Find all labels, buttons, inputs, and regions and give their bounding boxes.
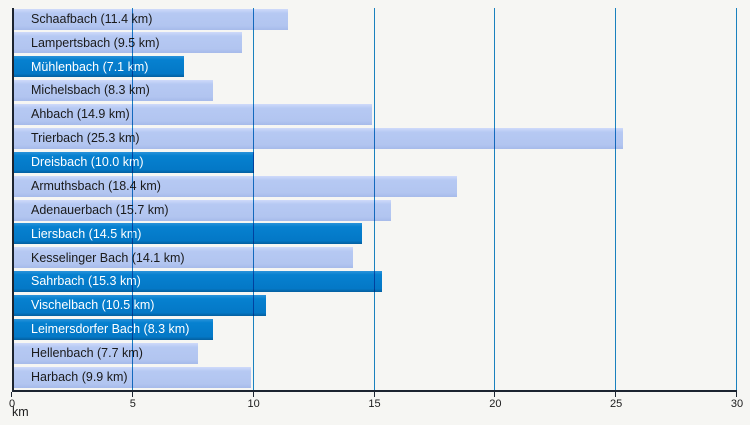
bar-label: Armuthsbach (18.4 km) xyxy=(31,178,161,193)
bar-liersbach: Liersbach (14.5 km) xyxy=(14,223,363,245)
bar-label: Schaafbach (11.4 km) xyxy=(31,11,153,26)
gridline-10 xyxy=(252,8,254,390)
x-tick-5 xyxy=(131,392,133,397)
bar-label: Sahrbach (15.3 km) xyxy=(31,274,141,289)
x-tick-15 xyxy=(373,392,375,397)
bar-hellenbach: Hellenbach (7.7 km) xyxy=(14,342,199,364)
x-axis-unit-label: km xyxy=(12,405,29,419)
bar-label: Kesselinger Bach (14.1 km) xyxy=(31,250,185,265)
bar-leimersdorfer-bach: Leimersdorfer Bach (8.3 km) xyxy=(14,318,213,340)
gridline-30 xyxy=(736,8,737,390)
x-tick-label-10: 10 xyxy=(247,398,260,410)
bar-label: Hellenbach (7.7 km) xyxy=(31,346,143,360)
y-axis-line xyxy=(12,8,14,390)
gridline-25 xyxy=(615,8,617,390)
bar-m-hlenbach: Mühlenbach (7.1 km) xyxy=(14,56,184,78)
x-tick-label-25: 25 xyxy=(610,398,623,410)
bar-adenauerbach: Adenauerbach (15.7 km) xyxy=(14,199,392,221)
x-tick-20 xyxy=(494,392,496,397)
gridline-5 xyxy=(131,8,133,390)
bar-vischelbach: Vischelbach (10.5 km) xyxy=(14,295,266,316)
bar-label: Ahbach (14.9 km) xyxy=(31,107,130,122)
bar-label: Lampertsbach (9.5 km) xyxy=(31,35,160,50)
x-tick-label-30: 30 xyxy=(730,398,744,410)
x-tick-10 xyxy=(252,392,254,397)
x-tick-30 xyxy=(736,392,737,397)
bar-ahbach: Ahbach (14.9 km) xyxy=(14,104,373,125)
bar-label: Liersbach (14.5 km) xyxy=(31,226,142,241)
bar-sahrbach: Sahrbach (15.3 km) xyxy=(14,271,382,293)
plot-area: Schaafbach (11.4 km) Lampertsbach (9.5 km… xyxy=(12,8,737,392)
x-tick-0 xyxy=(11,392,12,397)
bar-label: Adenauerbach (15.7 km) xyxy=(31,202,169,217)
x-tick-label-15: 15 xyxy=(368,398,381,410)
bar-label: Michelsbach (8.3 km) xyxy=(31,83,150,98)
gridline-15 xyxy=(373,8,375,390)
x-tick-25 xyxy=(615,392,617,397)
bar-armuthsbach: Armuthsbach (18.4 km) xyxy=(14,175,457,197)
bar-label: Leimersdorfer Bach (8.3 km) xyxy=(31,322,190,337)
bar-michelsbach: Michelsbach (8.3 km) xyxy=(14,80,213,102)
x-tick-label-5: 5 xyxy=(129,398,136,410)
bar-label: Trierbach (25.3 km) xyxy=(31,131,140,146)
bar-trierbach: Trierbach (25.3 km) xyxy=(14,127,624,149)
bar-label: Harbach (9.9 km) xyxy=(31,369,128,384)
x-axis: 0 5 10 15 20 25 30 xyxy=(8,392,743,425)
gridline-20 xyxy=(494,8,496,390)
bar-label: Dreisbach (10.0 km) xyxy=(31,155,144,169)
bar-lampertsbach: Lampertsbach (9.5 km) xyxy=(14,32,242,54)
x-tick-label-20: 20 xyxy=(489,398,502,410)
x-tick-label-0: 0 xyxy=(8,398,16,410)
bar-label: Mühlenbach (7.1 km) xyxy=(31,59,149,74)
bar-kesselinger-bach: Kesselinger Bach (14.1 km) xyxy=(14,247,353,269)
bar-label: Vischelbach (10.5 km) xyxy=(31,298,155,313)
bar-schaafbach: Schaafbach (11.4 km) xyxy=(14,8,288,30)
bar-dreisbach: Dreisbach (10.0 km) xyxy=(14,151,254,173)
